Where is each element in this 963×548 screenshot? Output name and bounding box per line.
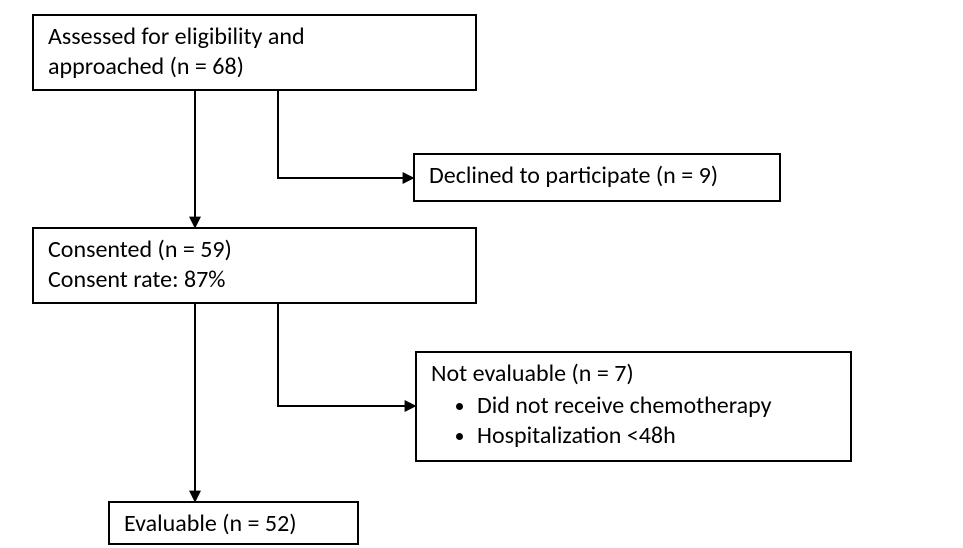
flowchart-canvas: Assessed for eligibility and approached … [0, 0, 963, 548]
flow-edges [0, 0, 963, 548]
flow-edge [278, 91, 411, 178]
flow-edge [278, 304, 413, 406]
